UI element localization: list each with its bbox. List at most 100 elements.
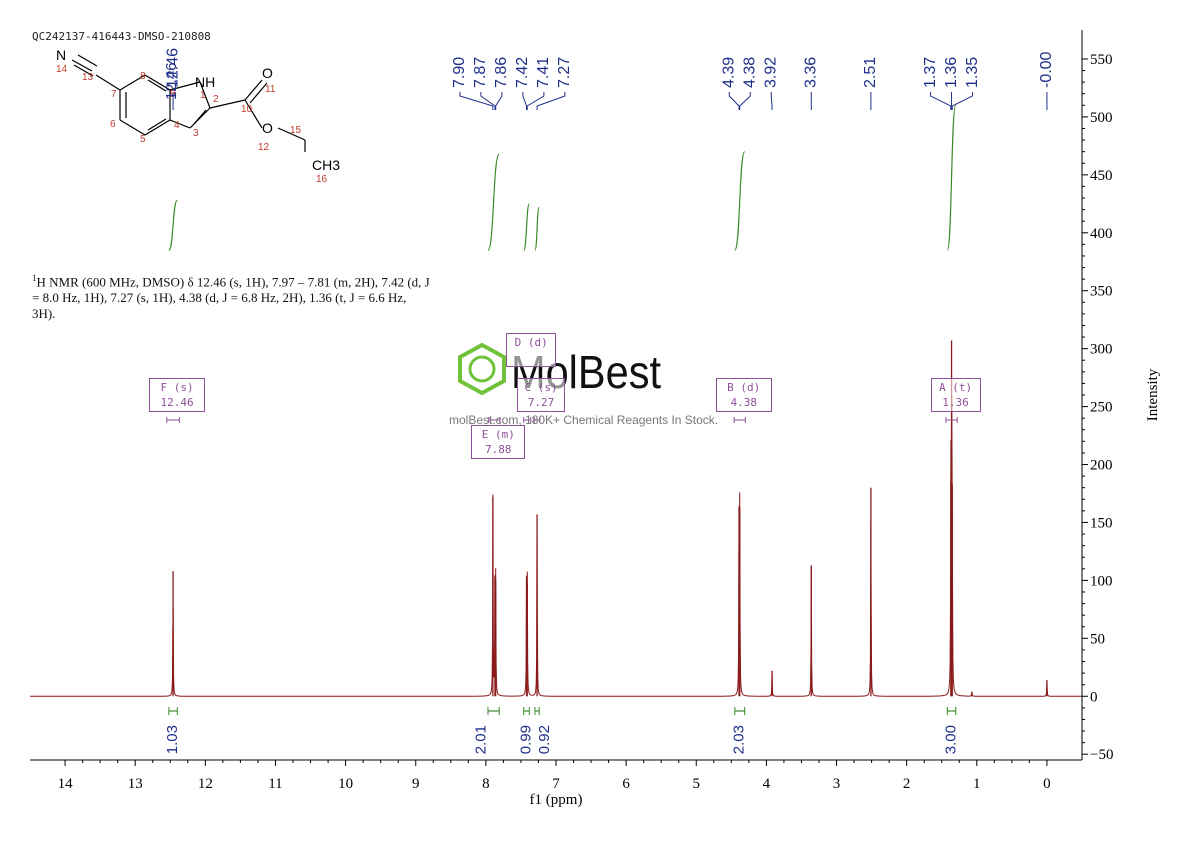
multiplet-label: A (t) [938,381,973,394]
x-tick-label: 7 [552,776,560,792]
integral-value: 3.00 [943,725,960,754]
x-tick-label: 3 [833,776,841,792]
multiplet-box: C (s) 7.27 [517,378,566,412]
chemical-bond [144,74,171,91]
y-tick-label: 450 [1090,168,1113,184]
peak-label: 7.90 [451,57,468,88]
peak-label: 4.39 [720,57,737,88]
atom-number: 10 [241,104,253,115]
integral-curve [168,199,178,251]
y-tick-label: 150 [1090,515,1113,531]
peak-label: 3.36 [803,57,820,88]
integral-value: 0.99 [518,725,535,754]
atom-number: 5 [140,134,146,145]
x-tick-label: 6 [622,776,630,792]
watermark-tagline: molBest.com, 180K+ Chemical Reagents In … [449,413,719,427]
multiplet-box: E (m) 7.88 [471,425,526,459]
integral-curve [534,206,540,251]
multiplet-box: F (s) 12.46 [149,378,206,412]
peak-label: 7.87 [472,57,489,88]
molbest-hexagon-icon [458,342,506,396]
multiplet-label: F (s) [160,381,194,394]
x-tick-label: 12 [198,776,213,792]
y-tick-label: 300 [1090,342,1113,358]
peak-label: 7.41 [535,57,552,88]
y-tick-label: 250 [1090,400,1113,416]
chemical-bond [244,79,263,101]
peak-label-group: 12.46 7.90 7.87 7.86 7.42 7.41 7.27 4.39 4.38 3.9… [164,48,1055,110]
peak-label: 12.46 [164,48,181,88]
x-axis-label: f1 (ppm) [530,792,583,808]
nmr-superscript: 1 [32,273,37,283]
peak-label: 1.37 [922,57,939,88]
peak-label: 1.35 [964,57,981,88]
nmr-description: 1H NMR (600 MHz, DMSO) δ 12.46 (s, 1H), … [32,270,432,322]
peak-label: 3.92 [762,57,779,88]
peak-label-leader [728,92,740,110]
atom-label: O [262,120,273,136]
multiplet-box: A (t) 1.36 [930,378,981,412]
peak-label-leader [480,92,496,110]
peak-label: 7.86 [493,57,510,88]
x-tick-label: 8 [482,776,490,792]
multiplet-label: C (s) [524,381,558,394]
nmr-description-text: H NMR (600 MHz, DMSO) δ 12.46 (s, 1H), 7… [32,274,430,322]
y-tick-label: 50 [1090,631,1105,647]
multiplet-range-brackets [166,417,958,423]
chemical-bond [147,79,167,92]
chemical-bond [244,99,263,129]
atom-number: 1 [200,90,206,101]
multiplet-value: 7.27 [527,396,555,409]
y-tick-label: 400 [1090,226,1113,242]
multiplet-value: 12.46 [160,396,194,409]
peak-label-leader [536,92,566,110]
x-tick-label: 10 [338,776,353,792]
y-tick-label: 350 [1090,284,1113,300]
chemical-bond [249,82,268,104]
x-tick-label: 14 [58,776,74,792]
peak-label-leader [459,92,494,110]
peak-label: 1.36 [943,57,960,88]
integral-value: 2.03 [731,725,748,754]
atom-label: NH [195,74,215,90]
chemical-bond [147,118,167,131]
chemical-bond [119,74,146,91]
sample-id: QC242137-416443-DMSO-210808 [32,30,211,43]
chemical-bond [277,127,306,141]
chemical-bond [189,107,211,129]
spectrum-baseline [30,395,1082,697]
chemical-bond [119,119,146,136]
y-tick-label: −50 [1090,747,1113,763]
peak-label-leader [739,92,751,110]
peak-label: 2.51 [862,57,879,88]
atom-number: 11 [265,84,276,95]
chemical-bond [77,54,98,67]
peak-label: 7.42 [514,57,531,88]
atom-number: 7 [111,89,117,100]
multiplet-label: D (d) [514,336,548,349]
x-tick-label: 9 [412,776,420,792]
peak-label: 12.46 [163,62,180,100]
atom-number: 13 [82,72,94,83]
peak-label-leader [495,92,503,110]
axes: 14 13 12 11 10 9 8 7 6 5 4 3 2 1 0−5005010015020025030… [30,30,1161,808]
peak-label-leader [951,92,974,110]
integral-curve [487,153,500,251]
chemical-bond [144,119,171,136]
x-tick-label: 0 [1043,776,1051,792]
y-tick-label: 0 [1090,689,1098,705]
y-tick-label: 100 [1090,573,1113,589]
atom-number: 3 [193,128,199,139]
x-tick-label: 1 [973,776,981,792]
chemical-bond [209,99,246,109]
integral-markers: 1.03 2.01 0.99 0.92 2.03 3.00 [164,707,960,754]
chemical-bond [71,59,93,72]
chemical-bond [95,74,121,91]
x-tick-label: 13 [128,776,143,792]
atom-number: 14 [56,64,68,75]
chemical-bond [169,81,201,91]
atom-number: 6 [110,119,116,130]
peak-label-leader [930,92,952,110]
integral-value: 2.01 [472,725,489,754]
